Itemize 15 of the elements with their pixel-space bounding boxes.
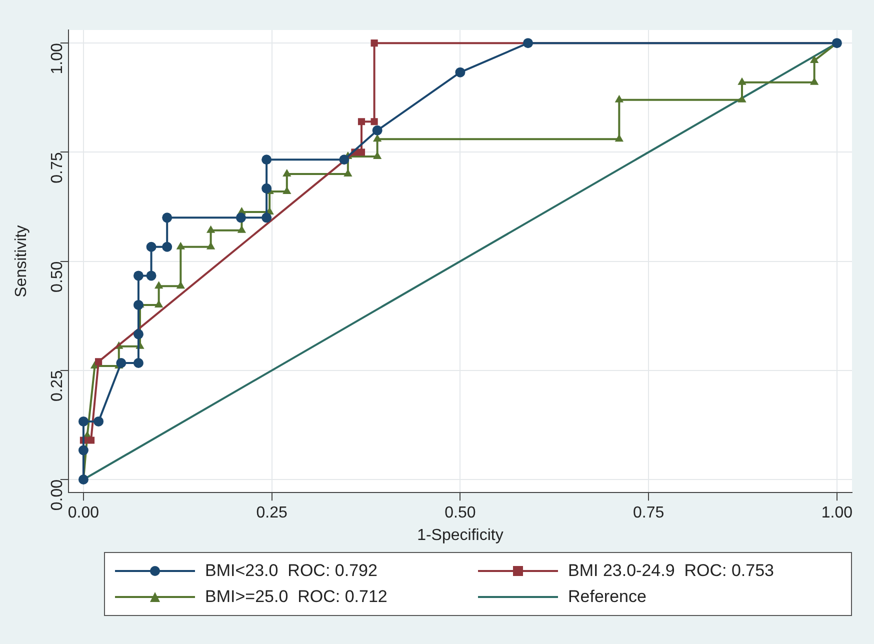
- x-tick-label: 0.00: [68, 504, 100, 522]
- x-tick-label: 0.75: [632, 504, 664, 522]
- x-axis-title: 1-Specificity: [417, 526, 504, 544]
- y-tick-label: 0.75: [48, 152, 66, 184]
- legend-label: BMI 23.0-24.9 ROC: 0.753: [568, 561, 774, 581]
- y-axis-title: Sensitivity: [13, 225, 30, 298]
- x-tick-label: 1.00: [821, 504, 853, 522]
- legend-label: BMI<23.0 ROC: 0.792: [205, 561, 378, 581]
- legend-label: BMI>=25.0 ROC: 0.712: [205, 587, 388, 607]
- y-tick-label: 1.00: [48, 42, 66, 74]
- y-tick-label: 0.50: [48, 261, 66, 292]
- x-tick-label: 0.25: [256, 504, 288, 522]
- legend-label: Reference: [568, 587, 646, 607]
- x-tick-label: 0.50: [444, 504, 476, 522]
- y-tick-label: 0.25: [48, 370, 66, 402]
